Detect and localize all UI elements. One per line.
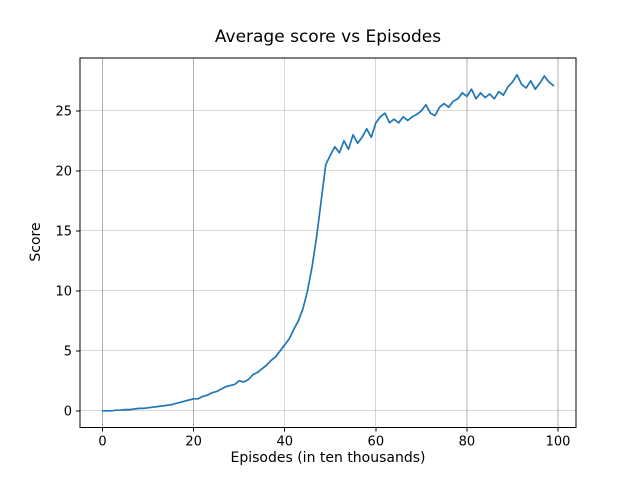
x-axis-label: Episodes (in ten thousands) xyxy=(230,450,426,466)
x-tick-label: 60 xyxy=(368,435,385,450)
x-tick-label: 20 xyxy=(185,435,202,450)
data-line-average-score xyxy=(101,73,555,412)
x-tick-label: 100 xyxy=(546,435,571,450)
y-tick-label: 25 xyxy=(55,104,72,119)
x-tick-label: 80 xyxy=(459,435,476,450)
y-tick-label: 5 xyxy=(64,344,72,359)
y-axis-label: Score xyxy=(28,222,44,262)
axes-spines xyxy=(79,57,577,429)
x-tick-label: 40 xyxy=(276,435,293,450)
chart-title: Average score vs Episodes xyxy=(214,27,442,47)
y-tick-label: 0 xyxy=(64,404,72,419)
y-tick-label: 20 xyxy=(55,164,72,179)
y-tick-label: 10 xyxy=(55,284,72,299)
x-tick-label: 0 xyxy=(98,435,106,450)
y-tick-label: 15 xyxy=(55,224,72,239)
